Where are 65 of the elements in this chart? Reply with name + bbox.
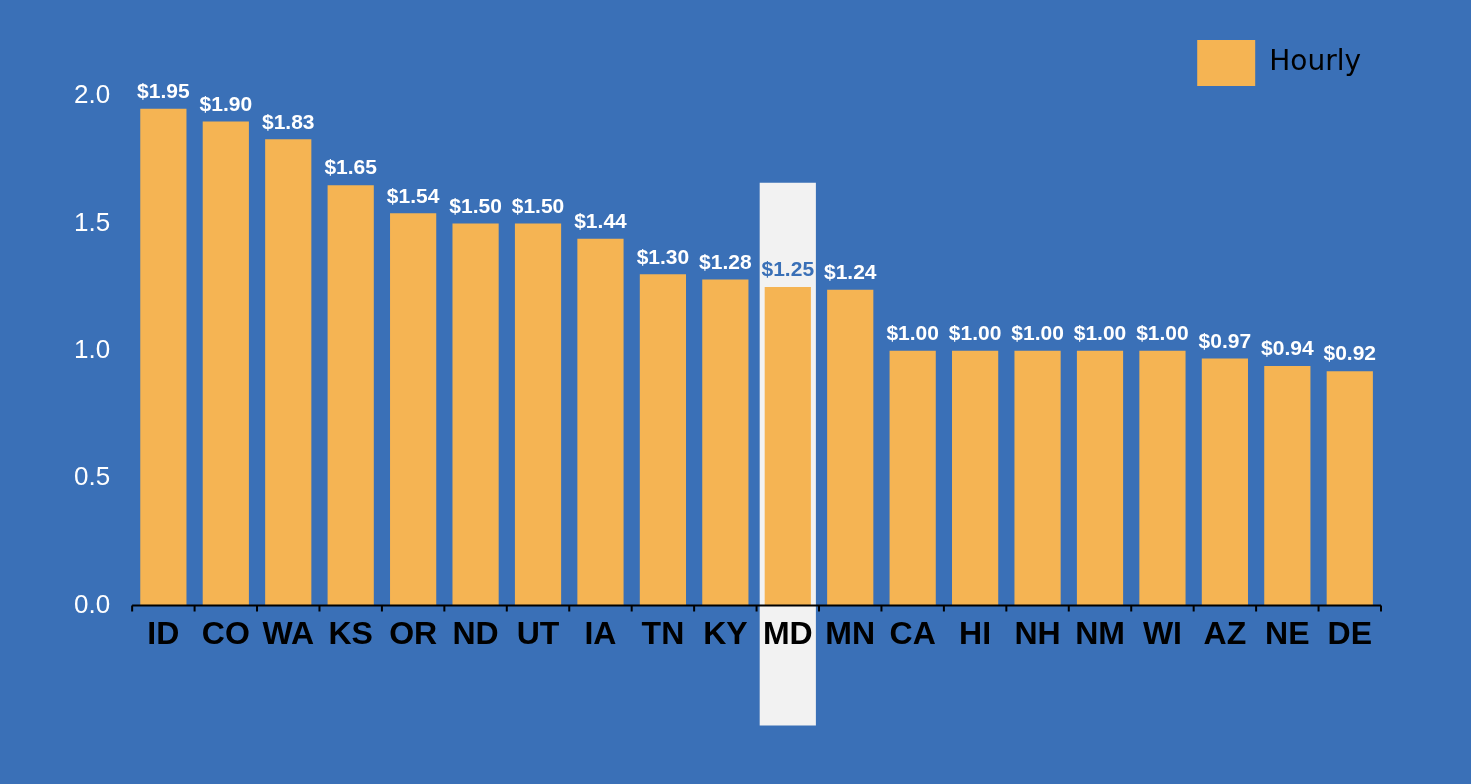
x-tick-label: CO [201, 614, 250, 651]
x-tick-label: HI [959, 614, 992, 651]
data-label: $1.30 [636, 244, 690, 268]
bar [1326, 371, 1373, 606]
bar [639, 274, 687, 606]
bar [327, 185, 374, 606]
data-label: $1.90 [199, 91, 253, 115]
data-label: $1.00 [1136, 321, 1189, 345]
y-tick-label: 1.0 [73, 333, 111, 364]
bar [140, 108, 187, 606]
data-label: $1.50 [511, 193, 565, 217]
data-label: $0.92 [1323, 341, 1377, 365]
bar [202, 121, 249, 606]
data-label: $1.83 [261, 109, 315, 133]
x-tick-label: IA [584, 614, 617, 651]
y-tick-label: 0.0 [73, 588, 111, 619]
x-tick-label: NH [1014, 614, 1061, 651]
data-label: $1.50 [449, 193, 502, 217]
x-tick-label: ID [147, 614, 180, 651]
data-label: $1.00 [1011, 321, 1064, 345]
x-tick-label: KY [703, 614, 748, 651]
x-tick-label: MD [762, 614, 813, 651]
x-tick-label: MN [825, 614, 876, 651]
x-tick-label: UT [516, 614, 560, 651]
bar [1201, 358, 1248, 606]
bar [452, 223, 499, 606]
bar [702, 279, 749, 606]
x-tick-label: TN [641, 614, 685, 651]
y-tick-label: 2.0 [73, 79, 111, 110]
bar [390, 213, 437, 606]
x-tick-label: WA [262, 614, 315, 651]
x-tick-label: KS [328, 614, 373, 651]
data-label: $1.44 [574, 208, 628, 232]
x-tick-label: WI [1142, 614, 1182, 651]
data-label: $1.28 [699, 249, 752, 273]
x-tick-label: AZ [1203, 614, 1247, 651]
bar [577, 238, 624, 606]
bar [1264, 366, 1311, 606]
y-tick-label: 1.5 [73, 206, 111, 237]
bar [1014, 350, 1061, 606]
data-label: $1.00 [948, 321, 1002, 345]
bar [265, 139, 312, 606]
legend-label: Hourly [1269, 44, 1361, 78]
data-label: $1.95 [137, 79, 190, 103]
x-tick-label: ND [452, 614, 499, 651]
data-label: $1.00 [1073, 321, 1127, 345]
x-tick-label: CA [889, 614, 936, 651]
data-label: $1.24 [823, 259, 877, 283]
bar [827, 289, 874, 606]
data-label: $0.97 [1198, 328, 1252, 352]
bar [889, 350, 936, 606]
x-tick-label: NE [1265, 614, 1310, 651]
x-tick-label: OR [389, 614, 438, 651]
data-label: $1.00 [886, 321, 939, 345]
y-tick-label: 0.5 [73, 461, 111, 492]
bar [514, 223, 562, 606]
x-tick-label: NM [1075, 614, 1125, 651]
data-label: $1.25 [761, 257, 815, 281]
x-tick-label: DE [1327, 614, 1373, 651]
bar [1139, 350, 1186, 606]
bar [1076, 350, 1124, 606]
data-label: $1.65 [324, 155, 378, 179]
data-label: $0.94 [1261, 336, 1314, 360]
data-label: $1.54 [386, 183, 440, 207]
bar [952, 350, 999, 606]
